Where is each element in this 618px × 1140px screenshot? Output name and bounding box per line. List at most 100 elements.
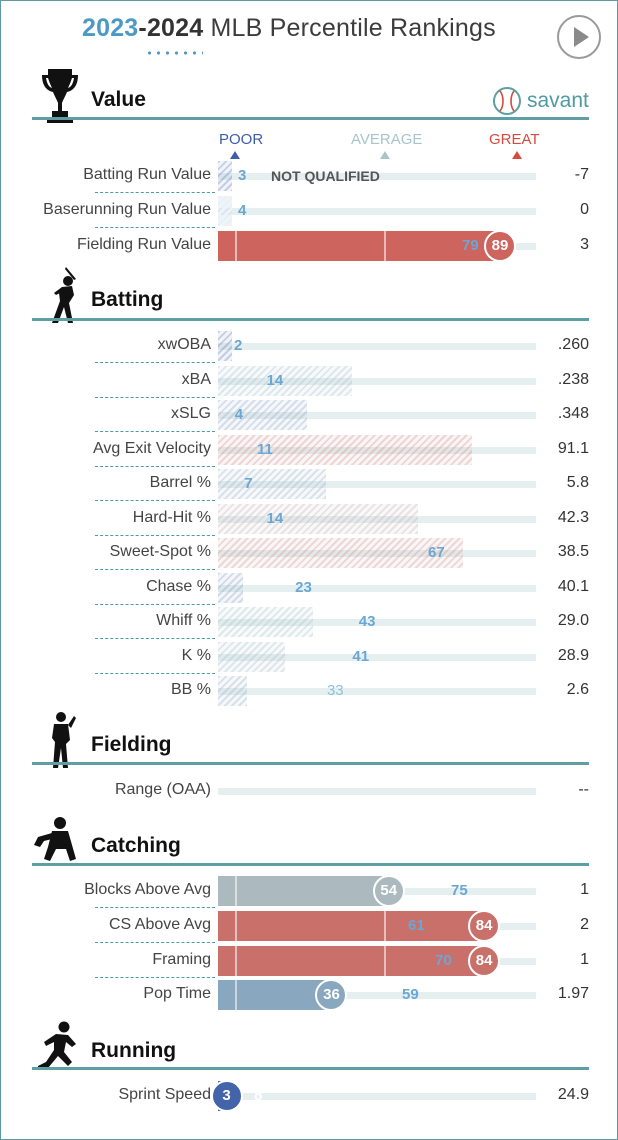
bar-tick-left <box>235 231 237 261</box>
percentile-circle[interactable]: 36 <box>315 979 348 1011</box>
percentile-circle[interactable]: 3 <box>210 1080 243 1112</box>
metric-value: 42.3 <box>557 509 589 526</box>
metric-label[interactable]: Chase % <box>146 578 211 595</box>
percentile-track <box>218 481 536 488</box>
year-end: 2024 <box>146 14 204 42</box>
section-title-fielding: Fielding <box>91 733 172 756</box>
metric-value: 1 <box>580 881 589 898</box>
bar-tick-mid <box>384 946 386 976</box>
percentile-bar[interactable] <box>218 469 327 499</box>
percentile-circle[interactable]: 84 <box>468 910 501 942</box>
percentile-label: 41 <box>352 648 370 665</box>
section-title-catching: Catching <box>91 834 181 857</box>
percentile-label: 11 <box>256 441 273 458</box>
row-separator <box>95 431 215 432</box>
metric-value: .238 <box>557 371 589 388</box>
metric-label[interactable]: Avg Exit Velocity <box>93 440 211 457</box>
not-qualified-label: NOT QUALIFIED <box>271 168 380 184</box>
fielder-icon <box>52 712 76 768</box>
percentile-track <box>218 516 536 523</box>
great-arrow-icon <box>512 151 522 159</box>
metric-value: 91.1 <box>557 440 589 457</box>
percentile-bar[interactable] <box>218 400 308 430</box>
metric-value: 5.8 <box>566 474 589 491</box>
metric-label[interactable]: xBA <box>181 371 211 388</box>
row-separator <box>95 466 215 467</box>
previous-percentile-label: 8 <box>254 1087 263 1104</box>
metric-label[interactable]: Baserunning Run Value <box>43 201 211 218</box>
percentile-track <box>218 378 536 385</box>
scale-poor-label: POOR <box>219 131 264 148</box>
metric-label[interactable]: xwOBA <box>157 336 211 353</box>
metric-label[interactable]: Batting Run Value <box>83 166 211 183</box>
metric-label[interactable]: Sprint Speed <box>118 1086 211 1103</box>
row-separator <box>95 673 215 674</box>
percentile-bar[interactable] <box>218 642 285 672</box>
percentile-bar[interactable] <box>218 676 247 706</box>
percentile-bar[interactable] <box>218 161 232 191</box>
batter-icon <box>52 267 76 323</box>
section-title-running: Running <box>91 1039 177 1062</box>
row-separator <box>95 977 215 978</box>
percentile-bar[interactable] <box>218 331 232 361</box>
metric-label[interactable]: Range (OAA) <box>114 781 211 798</box>
catcher-icon <box>34 817 76 861</box>
percentile-bar[interactable] <box>218 607 314 637</box>
section-rule-running <box>32 1067 589 1070</box>
percentile-track <box>218 343 536 350</box>
metric-value: .260 <box>557 336 589 353</box>
play-button[interactable] <box>557 15 601 59</box>
metric-label[interactable]: CS Above Avg <box>109 916 211 933</box>
metric-label[interactable]: Whiff % <box>156 612 211 629</box>
percentile-track <box>218 173 536 180</box>
percentile-circle[interactable]: 84 <box>468 945 501 977</box>
metric-label[interactable]: xSLG <box>170 405 211 422</box>
metric-value: 0 <box>580 201 589 218</box>
page-title: 2023-2024 MLB Percentile Rankings <box>82 14 496 43</box>
bar-tick-left <box>235 876 237 906</box>
previous-percentile-label: 61 <box>408 917 425 934</box>
bar-tick-left <box>235 911 237 941</box>
percentile-bar[interactable] <box>218 504 419 534</box>
percentile-bar[interactable] <box>218 573 244 603</box>
percentile-bar[interactable] <box>218 196 232 226</box>
metric-value: 1.97 <box>557 985 589 1002</box>
metric-value: 24.9 <box>557 1086 589 1103</box>
percentile-bar[interactable] <box>218 876 389 906</box>
percentile-circle[interactable]: 89 <box>484 230 517 262</box>
percentile-bar[interactable] <box>218 366 352 396</box>
row-separator <box>95 362 215 363</box>
percentile-bar[interactable] <box>218 435 473 465</box>
metric-label[interactable]: Fielding Run Value <box>76 236 211 253</box>
row-separator <box>95 397 215 398</box>
year-dropdown-indicator[interactable] <box>145 51 203 55</box>
previous-percentile-label: 70 <box>435 952 452 969</box>
percentile-bar[interactable] <box>218 911 485 941</box>
row-separator <box>95 638 215 639</box>
bar-tick-left <box>235 980 237 1010</box>
percentile-track <box>218 447 536 454</box>
previous-percentile-label: 59 <box>402 986 419 1003</box>
section-rule-catching <box>32 863 589 866</box>
metric-label[interactable]: BB % <box>170 681 211 698</box>
metric-label[interactable]: Pop Time <box>143 985 211 1002</box>
percentile-label: 3 <box>238 167 247 184</box>
percentile-circle[interactable]: 54 <box>372 875 405 907</box>
bar-tick-left <box>235 946 237 976</box>
percentile-bar[interactable] <box>218 231 501 261</box>
metric-label[interactable]: K % <box>181 647 211 664</box>
percentile-bar[interactable] <box>218 946 485 976</box>
metric-label[interactable]: Sweet-Spot % <box>109 543 211 560</box>
metric-value: 38.5 <box>557 543 589 560</box>
percentile-bar[interactable] <box>218 538 463 568</box>
metric-label[interactable]: Barrel % <box>149 474 211 491</box>
percentile-label: 43 <box>358 613 376 630</box>
row-separator <box>95 942 215 943</box>
metric-label[interactable]: Framing <box>152 951 211 968</box>
savant-logo[interactable]: savant <box>492 86 589 116</box>
metric-label[interactable]: Blocks Above Avg <box>84 881 211 898</box>
year-start[interactable]: 2023 <box>82 14 139 42</box>
percentile-track <box>218 550 536 557</box>
metric-label[interactable]: Hard-Hit % <box>132 509 211 526</box>
percentile-track <box>218 992 536 999</box>
